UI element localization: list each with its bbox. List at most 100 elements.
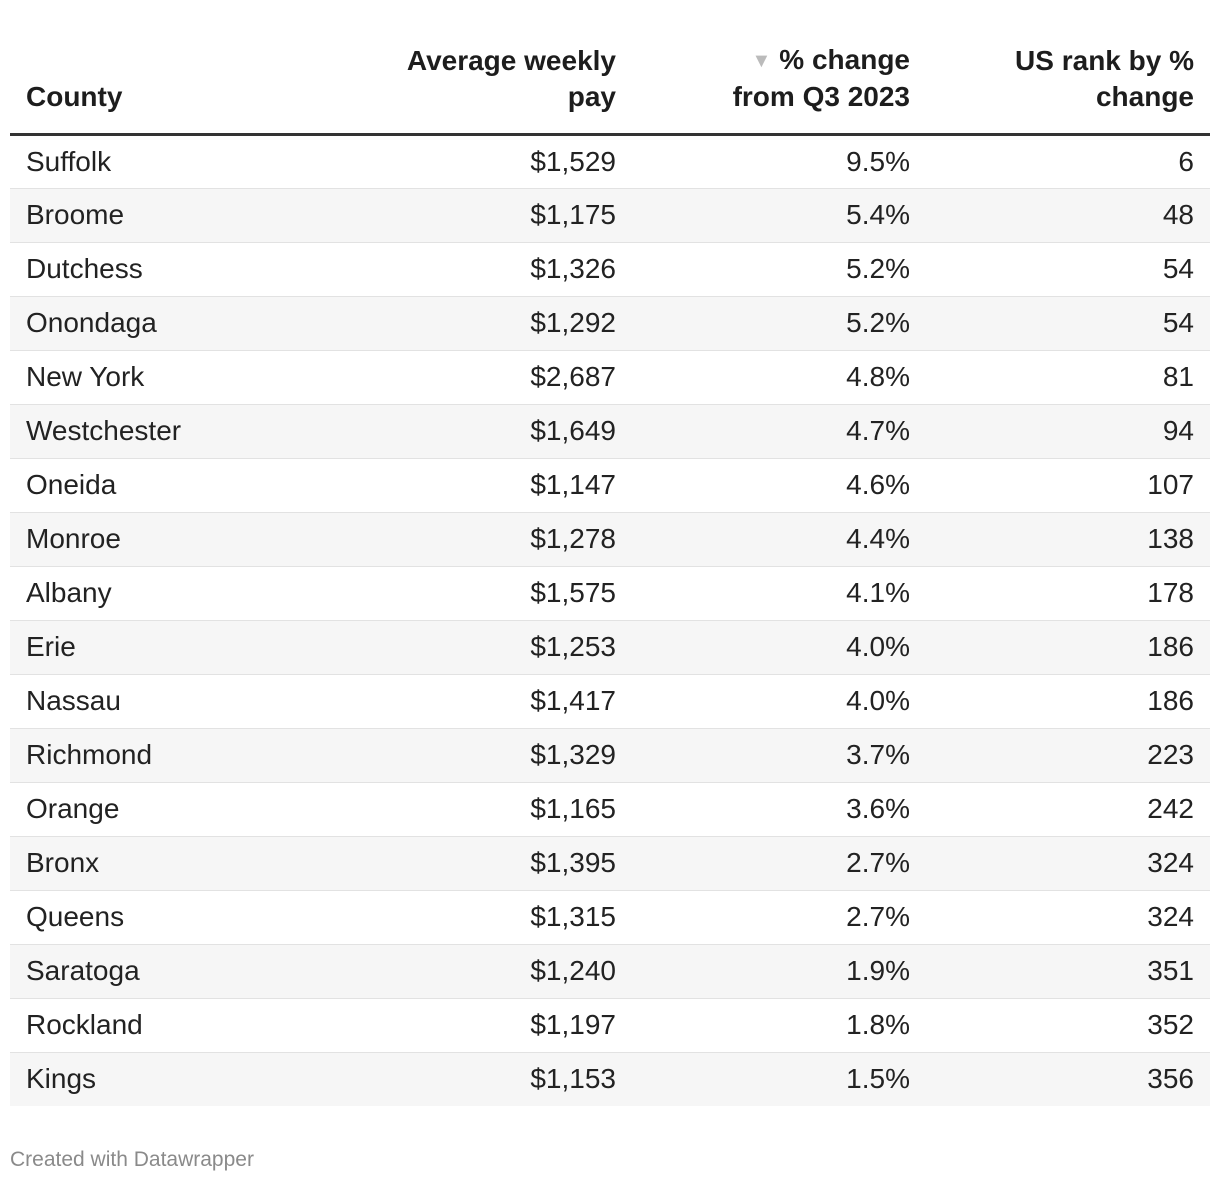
us-rank-cell: 138 (926, 512, 1210, 567)
average-weekly-pay-cell: $1,278 (310, 512, 632, 567)
datawrapper-credit: Created with Datawrapper (10, 1148, 254, 1171)
table-row: Orange $1,165 3.6% 242 (10, 782, 1210, 837)
percent-change-cell: 4.0% (632, 674, 926, 729)
percent-change-cell: 3.7% (632, 728, 926, 783)
percent-change-cell: 2.7% (632, 836, 926, 891)
header-us-rank[interactable]: US rank by % change (926, 0, 1210, 136)
data-table-container: County Average weekly pay ▼ % change from… (10, 0, 1210, 1106)
county-cell: Albany (10, 566, 310, 621)
header-change-line-2: from Q3 2023 (732, 80, 910, 112)
header-percent-change[interactable]: ▼ % change from Q3 2023 (632, 0, 926, 136)
county-cell: Oneida (10, 458, 310, 513)
average-weekly-pay-cell: $1,649 (310, 404, 632, 459)
table-row: Saratoga $1,240 1.9% 351 (10, 944, 1210, 999)
table-row: New York $2,687 4.8% 81 (10, 350, 1210, 405)
table-row: Oneida $1,147 4.6% 107 (10, 458, 1210, 513)
percent-change-cell: 9.5% (632, 134, 926, 189)
us-rank-cell: 94 (926, 404, 1210, 459)
percent-change-cell: 4.4% (632, 512, 926, 567)
percent-change-cell: 5.2% (632, 296, 926, 351)
average-weekly-pay-cell: $1,175 (310, 188, 632, 243)
percent-change-cell: 4.6% (632, 458, 926, 513)
average-weekly-pay-cell: $1,529 (310, 134, 632, 189)
header-pay-line-2: pay (567, 80, 616, 112)
county-cell: Dutchess (10, 242, 310, 297)
percent-change-cell: 4.8% (632, 350, 926, 405)
us-rank-cell: 107 (926, 458, 1210, 513)
table-row: Rockland $1,197 1.8% 352 (10, 998, 1210, 1053)
header-pay-line-1: Average weekly (406, 44, 616, 76)
county-cell: Saratoga (10, 944, 310, 999)
county-cell: New York (10, 350, 310, 405)
table-row: Broome $1,175 5.4% 48 (10, 188, 1210, 243)
county-cell: Broome (10, 188, 310, 243)
average-weekly-pay-cell: $1,197 (310, 998, 632, 1053)
us-rank-cell: 352 (926, 998, 1210, 1053)
average-weekly-pay-cell: $1,292 (310, 296, 632, 351)
sort-descending-icon: ▼ (751, 49, 772, 72)
county-cell: Erie (10, 620, 310, 675)
us-rank-cell: 178 (926, 566, 1210, 621)
percent-change-cell: 1.8% (632, 998, 926, 1053)
county-cell: Onondaga (10, 296, 310, 351)
us-rank-cell: 48 (926, 188, 1210, 243)
us-rank-cell: 81 (926, 350, 1210, 405)
table-row: Suffolk $1,529 9.5% 6 (10, 134, 1210, 189)
table-row: Monroe $1,278 4.4% 138 (10, 512, 1210, 567)
average-weekly-pay-cell: $1,395 (310, 836, 632, 891)
percent-change-cell: 5.4% (632, 188, 926, 243)
county-cell: Monroe (10, 512, 310, 567)
us-rank-cell: 356 (926, 1052, 1210, 1106)
percent-change-cell: 1.9% (632, 944, 926, 999)
average-weekly-pay-cell: $1,147 (310, 458, 632, 513)
average-weekly-pay-cell: $1,165 (310, 782, 632, 837)
header-county-label: County (26, 80, 123, 112)
average-weekly-pay-cell: $1,575 (310, 566, 632, 621)
county-cell: Bronx (10, 836, 310, 891)
county-cell: Nassau (10, 674, 310, 729)
table-row: Nassau $1,417 4.0% 186 (10, 674, 1210, 729)
header-county[interactable]: County (10, 0, 310, 136)
county-cell: Kings (10, 1052, 310, 1106)
table-row: Dutchess $1,326 5.2% 54 (10, 242, 1210, 297)
percent-change-cell: 4.1% (632, 566, 926, 621)
table-row: Westchester $1,649 4.7% 94 (10, 404, 1210, 459)
us-rank-cell: 242 (926, 782, 1210, 837)
average-weekly-pay-cell: $1,253 (310, 620, 632, 675)
average-weekly-pay-cell: $1,153 (310, 1052, 632, 1106)
percent-change-cell: 4.7% (632, 404, 926, 459)
header-average-weekly-pay[interactable]: Average weekly pay (310, 0, 632, 136)
county-pay-table: County Average weekly pay ▼ % change from… (10, 0, 1210, 1106)
percent-change-cell: 3.6% (632, 782, 926, 837)
percent-change-cell: 1.5% (632, 1052, 926, 1106)
average-weekly-pay-cell: $1,326 (310, 242, 632, 297)
us-rank-cell: 223 (926, 728, 1210, 783)
header-rank-line-2: change (1095, 80, 1194, 112)
county-cell: Queens (10, 890, 310, 945)
average-weekly-pay-cell: $1,240 (310, 944, 632, 999)
average-weekly-pay-cell: $2,687 (310, 350, 632, 405)
county-cell: Suffolk (10, 134, 310, 189)
header-rank-line-1: US rank by % (1015, 44, 1194, 76)
table-row: Albany $1,575 4.1% 178 (10, 566, 1210, 621)
table-row: Queens $1,315 2.7% 324 (10, 890, 1210, 945)
table-header-row: County Average weekly pay ▼ % change from… (10, 0, 1210, 136)
county-cell: Richmond (10, 728, 310, 783)
percent-change-cell: 4.0% (632, 620, 926, 675)
average-weekly-pay-cell: $1,329 (310, 728, 632, 783)
table-row: Erie $1,253 4.0% 186 (10, 620, 1210, 675)
header-change-line-1: % change (779, 43, 910, 75)
table-row: Richmond $1,329 3.7% 223 (10, 728, 1210, 783)
average-weekly-pay-cell: $1,315 (310, 890, 632, 945)
us-rank-cell: 186 (926, 674, 1210, 729)
percent-change-cell: 2.7% (632, 890, 926, 945)
table-row: Bronx $1,395 2.7% 324 (10, 836, 1210, 891)
us-rank-cell: 324 (926, 890, 1210, 945)
average-weekly-pay-cell: $1,417 (310, 674, 632, 729)
table-body: Suffolk $1,529 9.5% 6 Broome $1,175 5.4% 48 Dutc… (10, 134, 1210, 1106)
county-cell: Orange (10, 782, 310, 837)
us-rank-cell: 6 (926, 134, 1210, 189)
us-rank-cell: 54 (926, 242, 1210, 297)
table-row: Onondaga $1,292 5.2% 54 (10, 296, 1210, 351)
us-rank-cell: 351 (926, 944, 1210, 999)
